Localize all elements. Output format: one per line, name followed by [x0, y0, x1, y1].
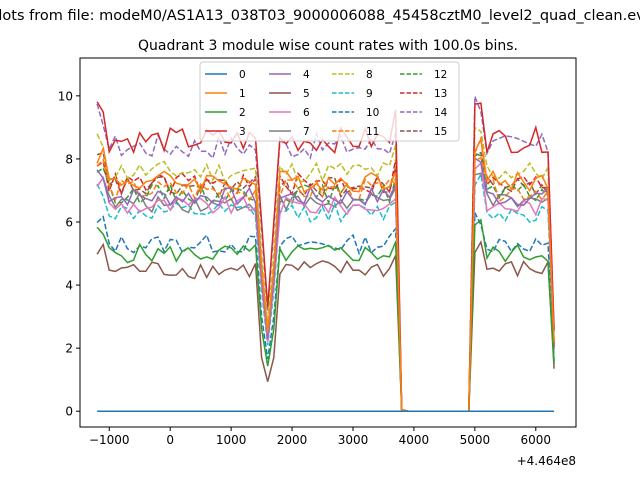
legend-label: 9: [366, 88, 373, 100]
y-tick-label: 8: [65, 152, 73, 166]
x-tick-label: −1000: [89, 433, 130, 447]
series-line-module-10: [96, 212, 555, 412]
plot-area-frame: [79, 57, 577, 428]
chart-title: Quadrant 3 module wise count rates with …: [138, 38, 518, 54]
x-tick-label: 2000: [277, 433, 308, 447]
legend-label: 4: [303, 69, 310, 81]
series-line-module-4: [96, 157, 555, 412]
x-axis: −1000 0 1000 2000 3000 4000 5000 6000: [89, 427, 551, 447]
legend-item-13: 13: [400, 88, 447, 100]
y-tick-label: 6: [65, 216, 73, 230]
series-line-module-8: [96, 126, 555, 412]
x-tick-label: 0: [166, 433, 174, 447]
legend-label: 6: [303, 107, 310, 119]
legend-label: 10: [366, 107, 379, 119]
legend-item-11: 11: [332, 126, 379, 138]
y-axis: 0 2 4 6 8 10: [58, 89, 80, 419]
legend-label: 13: [434, 88, 447, 100]
x-tick-label: 1000: [216, 433, 247, 447]
legend-item-4: 4: [269, 69, 310, 81]
series-line-module-11: [96, 156, 555, 412]
x-tick-label: 4000: [399, 433, 430, 447]
legend-item-10: 10: [332, 107, 379, 119]
legend-item-8: 8: [332, 69, 373, 81]
legend-item-2: 2: [205, 107, 246, 119]
legend-item-9: 9: [332, 88, 373, 100]
legend-item-14: 14: [400, 107, 448, 119]
legend-label: 1: [239, 88, 246, 100]
legend-item-1: 1: [205, 88, 246, 100]
figure-suptitle: Plots from file: modeM0/AS1A13_038T03_90…: [0, 8, 640, 24]
legend-item-7: 7: [269, 126, 310, 138]
series-line-module-6: [96, 161, 555, 412]
legend-label: 3: [239, 126, 246, 138]
y-tick-label: 2: [65, 342, 73, 356]
series-line-module-1: [96, 137, 555, 412]
series-line-module-2: [96, 218, 555, 412]
legend-label: 11: [366, 126, 379, 138]
y-tick-label: 10: [58, 89, 73, 103]
series-line-module-9: [96, 171, 555, 412]
legend-label: 0: [239, 69, 246, 81]
series-line-module-5: [96, 239, 555, 412]
x-tick-label: 5000: [460, 433, 491, 447]
legend-label: 2: [239, 107, 246, 119]
legend-label: 7: [303, 126, 310, 138]
legend-label: 12: [434, 69, 447, 81]
x-tick-label: 3000: [338, 433, 369, 447]
legend-item-5: 5: [269, 88, 310, 100]
x-offset-label: +4.464e8: [517, 454, 576, 468]
legend-label: 14: [434, 107, 448, 119]
legend-box: [199, 61, 460, 142]
legend-label: 15: [434, 126, 447, 138]
legend-item-3: 3: [205, 126, 246, 138]
y-tick-label: 4: [65, 279, 73, 293]
legend-item-15: 15: [400, 126, 447, 138]
series-layer: [96, 96, 555, 412]
legend-item-6: 6: [269, 107, 310, 119]
y-tick-label: 0: [65, 405, 73, 419]
legend-label: 8: [366, 69, 373, 81]
legend-label: 5: [303, 88, 310, 100]
x-tick-label: 6000: [521, 433, 552, 447]
series-line-module-12: [96, 152, 555, 412]
legend-item-0: 0: [205, 69, 246, 81]
legend-item-12: 12: [400, 69, 447, 81]
series-line-module-3: [96, 101, 555, 412]
